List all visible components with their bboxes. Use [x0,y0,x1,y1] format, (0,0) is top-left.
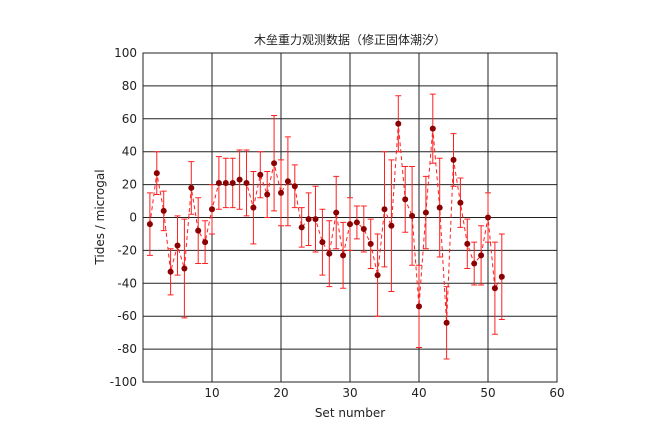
data-point [312,216,319,223]
x-tick-label: 10 [204,386,219,400]
x-tick-label: 50 [480,386,495,400]
y-tick-label: -60 [117,309,137,323]
data-point [278,189,284,196]
data-point [381,206,388,213]
data-point [429,125,436,132]
data-point [374,272,381,279]
data-point [457,199,464,206]
data-point [257,171,264,178]
data-point [326,250,333,257]
data-point [436,204,443,211]
data-point [402,196,409,203]
data-point [347,221,353,228]
data-point [360,226,367,233]
data-point [215,179,222,186]
data-point [471,260,478,267]
data-point [388,222,395,229]
data-point [174,242,181,249]
data-point [222,179,229,186]
data-point [333,209,340,216]
data-point [319,239,326,246]
x-axis-label: Set number [315,406,385,420]
y-tick-label: 0 [129,211,137,225]
data-point [464,240,471,247]
data-point [498,273,505,280]
x-tick-label: 60 [549,386,564,400]
data-point [340,252,347,259]
data-point [367,240,374,247]
data-point [491,285,498,292]
x-tick-label: 20 [273,386,288,400]
x-tick-label: 30 [342,386,357,400]
data-point [153,170,160,177]
data-point [264,191,271,198]
data-point [243,179,250,186]
data-point [416,303,422,310]
data-point [395,120,402,127]
data-point [298,224,305,231]
y-tick-label: 20 [122,178,137,192]
y-tick-label: 60 [122,112,137,126]
data-point [450,156,457,163]
data-point [202,239,209,246]
y-tick-label: -20 [117,243,137,257]
data-point [160,207,167,214]
y-tick-label: 80 [122,79,137,93]
y-tick-label: 100 [114,46,137,60]
data-point [236,176,243,183]
y-tick-label: -80 [117,342,137,356]
y-tick-label: -100 [110,375,137,389]
data-point [284,178,291,185]
data-point [305,216,312,223]
data-point [291,183,298,190]
y-tick-label: -40 [117,276,137,290]
chart-title: 木垒重力观测数据（修正固体潮汐） [254,32,446,47]
data-point [195,227,202,234]
data-point [188,184,195,191]
data-point [146,221,153,228]
y-tick-label: 40 [122,145,137,159]
plot-frame [142,52,558,383]
data-point [209,206,215,213]
data-point [271,160,278,167]
data-point [443,319,450,326]
data-point [167,268,174,275]
data-point [478,252,485,259]
x-tick-label: 40 [411,386,426,400]
data-point [353,219,360,226]
data-point [422,209,429,216]
y-axis-label: Tides / microgal [93,169,107,265]
data-point [485,214,491,221]
data-point [409,212,416,219]
data-point [250,204,257,211]
data-point [181,265,188,272]
data-point [229,179,236,186]
